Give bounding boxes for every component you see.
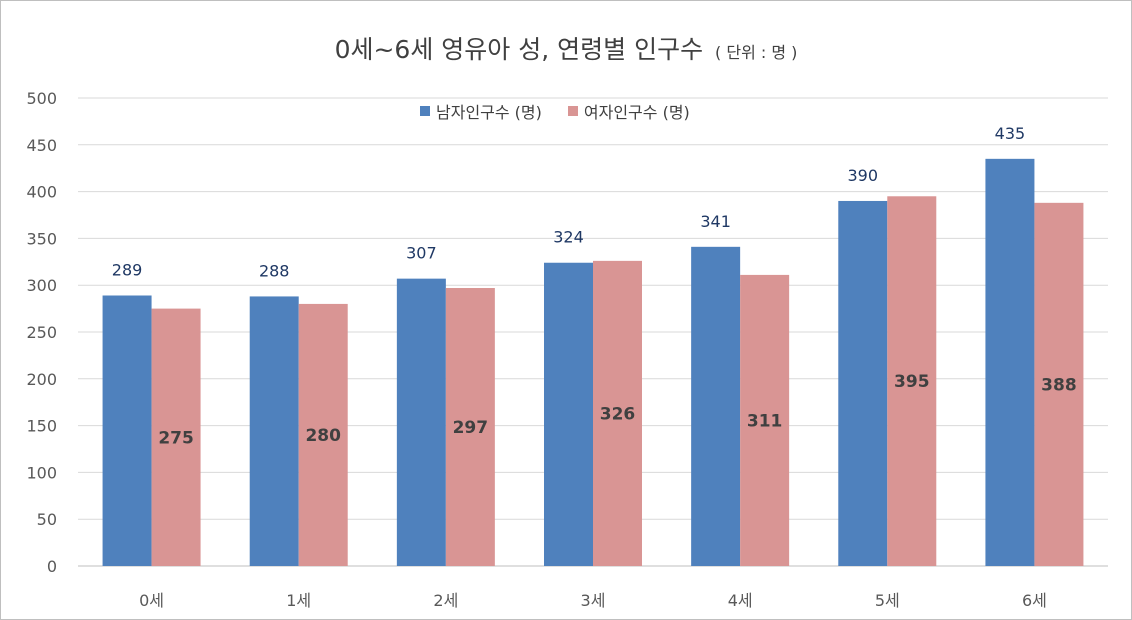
bar-male	[544, 262, 593, 566]
data-label-female: 326	[600, 404, 636, 424]
bar-male	[691, 246, 741, 566]
legend-item-female: 여자인구수 (명)	[567, 99, 690, 123]
legend: 남자인구수 (명) 여자인구수 (명)	[420, 100, 716, 122]
legend-label-female: 여자인구수 (명)	[583, 103, 690, 122]
x-tick-label: 3세	[581, 591, 606, 610]
data-label-male: 341	[700, 212, 731, 231]
data-label-male: 435	[995, 124, 1026, 143]
data-label-female: 311	[747, 411, 783, 431]
bar-male	[102, 295, 152, 566]
bar-male	[396, 278, 446, 566]
bar-female	[1034, 202, 1084, 566]
x-tick-label: 6세	[1022, 591, 1047, 610]
chart-title-text: 0세~6세 영유아 성, 연령별 인구수	[334, 35, 704, 64]
x-tick-label: 0세	[139, 591, 164, 610]
bar-female	[298, 303, 348, 566]
x-tick-label: 5세	[875, 591, 900, 610]
x-tick-label: 2세	[433, 591, 458, 610]
data-label-female: 280	[305, 426, 341, 446]
y-tick-label: 400	[26, 183, 57, 202]
data-label-male: 390	[848, 166, 879, 185]
y-tick-label: 250	[26, 323, 57, 342]
chart-title: 0세~6세 영유아 성, 연령별 인구수 ( 단위 : 명 )	[0, 30, 1132, 66]
x-tick-label: 1세	[286, 591, 311, 610]
data-label-male: 324	[553, 228, 584, 247]
data-label-female: 388	[1041, 375, 1077, 395]
y-tick-label: 100	[26, 463, 57, 482]
data-label-male: 307	[406, 244, 437, 263]
bar-female	[593, 260, 642, 566]
data-label-female: 297	[453, 418, 489, 438]
bar-female	[151, 308, 201, 566]
x-tick-label: 4세	[728, 591, 753, 610]
chart-title-unit: ( 단위 : 명 )	[715, 43, 798, 62]
y-tick-label: 50	[37, 510, 57, 529]
bar-female	[445, 288, 495, 566]
bar-male	[249, 296, 299, 566]
bar-female	[887, 196, 937, 566]
legend-swatch-female	[567, 106, 578, 116]
y-tick-label: 200	[26, 370, 57, 389]
legend-item-male: 남자인구수 (명)	[420, 99, 542, 123]
y-tick-label: 500	[26, 89, 57, 108]
y-tick-label: 350	[26, 229, 57, 248]
data-label-male: 289	[112, 260, 143, 279]
y-tick-label: 0	[47, 557, 57, 576]
bar-male	[985, 158, 1035, 566]
legend-label-male: 남자인구수 (명)	[436, 103, 542, 122]
data-label-male: 288	[259, 261, 290, 280]
bar-male	[838, 200, 888, 566]
y-tick-label: 300	[26, 276, 57, 295]
legend-swatch-male	[420, 106, 430, 116]
y-tick-label: 450	[26, 136, 57, 155]
bar-female	[740, 274, 790, 566]
y-tick-label: 150	[26, 417, 57, 436]
data-label-female: 275	[158, 428, 194, 448]
data-label-female: 395	[894, 372, 930, 392]
